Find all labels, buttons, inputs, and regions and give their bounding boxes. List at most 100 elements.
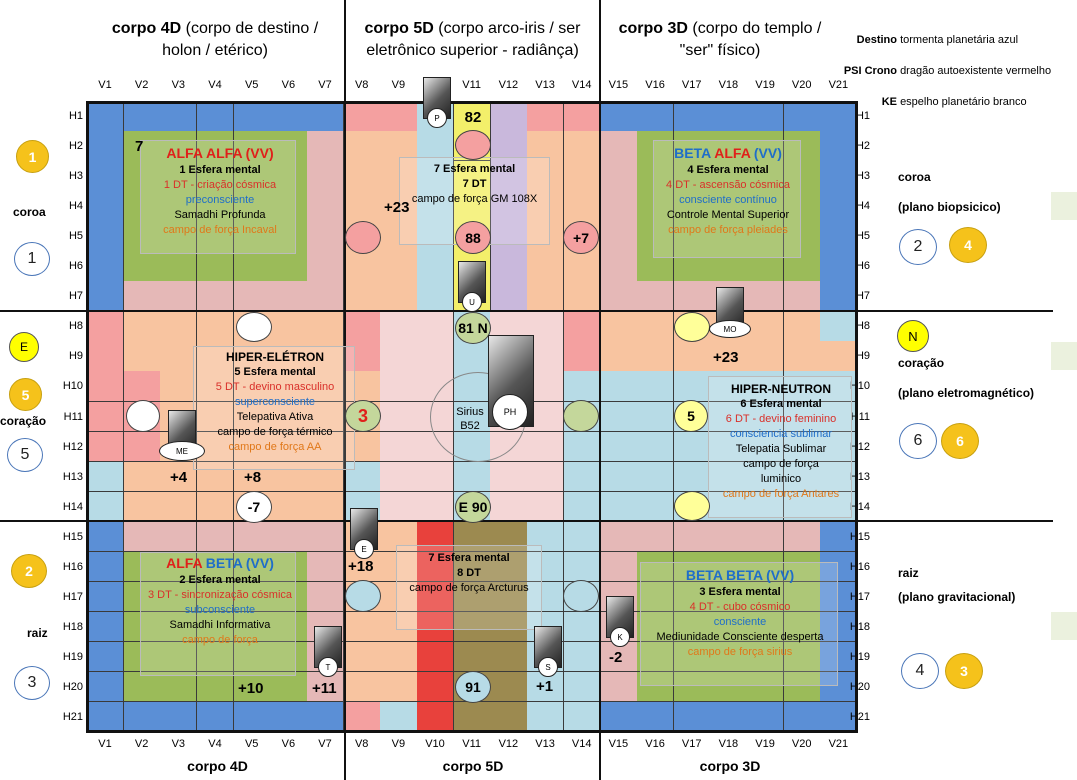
num-81n: 81 N [458, 320, 488, 336]
grid-cell [490, 281, 528, 312]
grid-cell [710, 251, 748, 282]
separator-top [0, 310, 1053, 312]
alfa-beta-t1: ALFA [166, 555, 203, 571]
sphere-alfa-beta: ALFA BETA (VV) 2 Esfera mental 3 DT - si… [140, 556, 300, 648]
grid-cell [380, 251, 418, 282]
column-label-bot: V6 [281, 738, 296, 750]
crystal-t: T [314, 626, 342, 677]
grid-cell [673, 251, 711, 282]
sirius-b: B52 [460, 420, 480, 432]
right-coracao-plane: (plano eletromagnético) [898, 386, 1035, 400]
grid-cell [783, 311, 821, 342]
grid-cell [673, 161, 711, 192]
row-label-left: H16 [62, 560, 83, 573]
grid-cell [160, 581, 198, 613]
grid-cell [783, 131, 821, 162]
grid-cell [233, 431, 271, 463]
grid-cell [637, 521, 675, 553]
left-raiz: raiz [27, 626, 48, 640]
row-label-right: H21 [849, 711, 870, 723]
column-label-bot: V17 [681, 738, 702, 750]
grid-cell [673, 221, 711, 252]
row-label-right: H8 [855, 320, 870, 333]
grid-cell [380, 161, 418, 192]
column-label-bot: V9 [391, 738, 406, 750]
alfa-alfa-l3: preconsciente [185, 194, 255, 206]
grid-cell [820, 251, 858, 282]
badge-right-6-white-text: 6 [913, 432, 923, 449]
row-label-left: H13 [62, 470, 83, 483]
alfa-alfa-l1: 1 Esfera mental [179, 164, 261, 176]
badge-right-4-yellow-text: 4 [964, 237, 972, 253]
right-shade-1 [1051, 192, 1077, 220]
grid-cell [673, 521, 711, 553]
esfera7-bot-l1: 7 Esfera mental [428, 552, 510, 564]
grid-cell [380, 281, 418, 312]
grid-cell [527, 281, 565, 312]
footer-4d: corpo 4D [187, 758, 248, 774]
grid-cell [637, 671, 675, 703]
kin-ke: KE espelho planetário branco [840, 87, 1075, 118]
grid-cell [600, 221, 638, 252]
beta-beta-l1: 3 Esfera mental [699, 586, 781, 598]
row-label-right: H4 [855, 200, 870, 213]
crystal-mo: MO [709, 287, 751, 338]
column-label-bot: V16 [645, 738, 665, 750]
row-label-left: H10 [62, 380, 83, 393]
grid-cell [307, 671, 345, 703]
grid-cell [160, 191, 198, 222]
grid-cell [417, 341, 455, 372]
column-label-top: V14 [571, 79, 592, 91]
header-3d: corpo 3D (corpo do templo / "ser" físico… [605, 18, 835, 62]
grid-cell [747, 281, 785, 312]
badge-left-5-white: 5 [7, 438, 43, 472]
grid-cell [710, 161, 748, 192]
row-label-right: H14 [849, 500, 870, 513]
circle-91: 91 [455, 671, 491, 703]
row-label-left: H2 [68, 140, 83, 153]
grid-cell [307, 491, 345, 523]
grid-cell [343, 251, 381, 282]
beta-beta-t3: (VV) [766, 567, 795, 583]
grid-cell [160, 251, 198, 282]
grid-cell [233, 551, 271, 583]
grid-cell [783, 101, 821, 132]
badge-left-3-white-text: 3 [27, 674, 37, 691]
grid-cell [783, 281, 821, 312]
sphere-esfera7-top: 7 Esfera mental 7 DT campo de força GM 1… [399, 162, 550, 207]
grid-cell [747, 221, 785, 252]
separator-bottom [0, 520, 1053, 522]
grid-cell [710, 702, 748, 733]
column-label-bot: V2 [134, 738, 149, 750]
grid-cell [197, 491, 235, 523]
grid-cell [417, 551, 455, 583]
alfa-alfa-t2: ALFA [206, 145, 243, 161]
grid-cell [673, 281, 711, 312]
grid-cell [307, 281, 345, 312]
grid-cell [160, 161, 198, 192]
num-minus2: -2 [609, 649, 623, 666]
badge-right-2-white-text: 2 [913, 238, 923, 255]
row-label-right: H16 [849, 560, 870, 573]
row-label-left: H19 [62, 650, 83, 663]
grid-cell [673, 671, 711, 703]
column-label-bot: V1 [98, 738, 112, 750]
grid-cell [600, 311, 638, 342]
overlay-beta-beta [640, 562, 838, 686]
right-raiz-plane: (plano gravitacional) [898, 590, 1016, 604]
grid-cell [747, 551, 785, 583]
grid-cell [160, 551, 198, 583]
grid-cell [453, 611, 491, 643]
grid-cell [747, 161, 785, 192]
grid-cell [197, 461, 235, 493]
row-label-right: H9 [855, 350, 870, 363]
grid-cell [197, 671, 235, 703]
grid-cell [343, 671, 381, 703]
row-label-left: H9 [68, 350, 83, 363]
grid-cell [783, 161, 821, 192]
num-3: 3 [357, 405, 368, 426]
alfa-beta-l5: campo de força [182, 634, 258, 646]
grid-cell [160, 671, 198, 703]
grid-cell [343, 101, 381, 132]
grid-cell [673, 581, 711, 613]
